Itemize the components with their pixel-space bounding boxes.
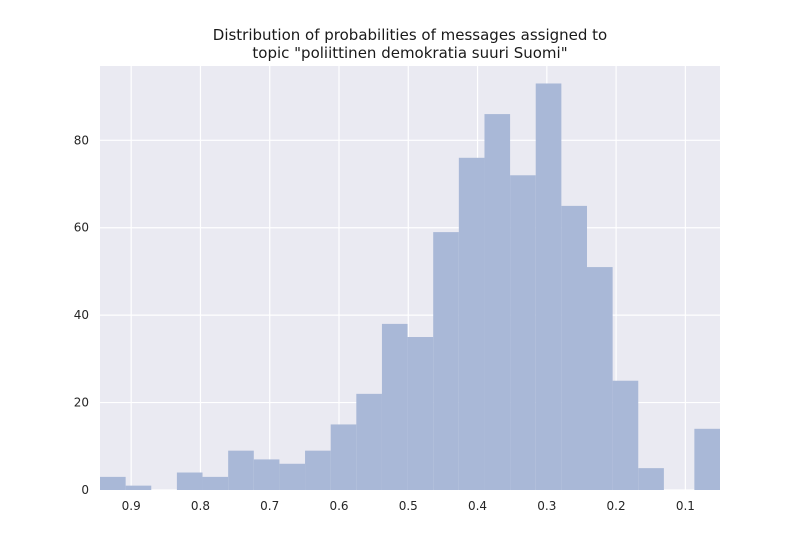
histogram-bar [330,424,357,490]
y-tick-label: 20 [74,396,89,410]
histogram-bar [586,267,613,490]
histogram-bar [484,114,511,491]
y-axis-ticks: 0 20 40 60 80 [74,133,89,497]
histogram-bar [381,323,408,490]
histogram-bar [561,205,587,490]
histogram-bar [407,337,434,490]
x-tick-label: 0.6 [329,499,348,513]
histogram-bar [228,450,254,490]
histogram-bar [694,428,720,490]
chart-title-line-2: topic "poliittinen demokratia suuri Suom… [252,44,567,62]
y-tick-label: 0 [81,483,89,497]
x-tick-label: 0.1 [676,499,695,513]
histogram-bar [176,472,203,490]
y-tick-label: 40 [74,308,89,322]
histogram-bar [125,485,152,490]
histogram-bar [535,83,562,491]
histogram-bar [356,393,382,490]
x-tick-label: 0.8 [191,499,210,513]
x-tick-label: 0.7 [260,499,279,513]
histogram-bar [638,468,664,490]
x-tick-label: 0.5 [399,499,418,513]
x-tick-label: 0.9 [122,499,141,513]
histogram-bar [510,175,536,490]
x-axis-ticks: 0.9 0.8 0.7 0.6 0.5 0.4 0.3 0.2 0.1 [122,499,695,513]
histogram-bar [253,459,280,490]
histogram-bar [279,463,306,490]
histogram-bars [100,83,720,491]
y-tick-label: 80 [74,133,89,147]
histogram-bar [433,232,459,490]
histogram-bar [100,476,126,490]
x-tick-label: 0.4 [468,499,487,513]
x-tick-label: 0.3 [537,499,556,513]
histogram-bar [305,450,331,490]
x-tick-label: 0.2 [607,499,626,513]
chart-title-line-1: Distribution of probabilities of message… [213,26,607,44]
histogram-bar [612,380,639,490]
y-tick-label: 60 [74,221,89,235]
histogram-bar [458,157,485,490]
histogram-bar [202,476,229,490]
